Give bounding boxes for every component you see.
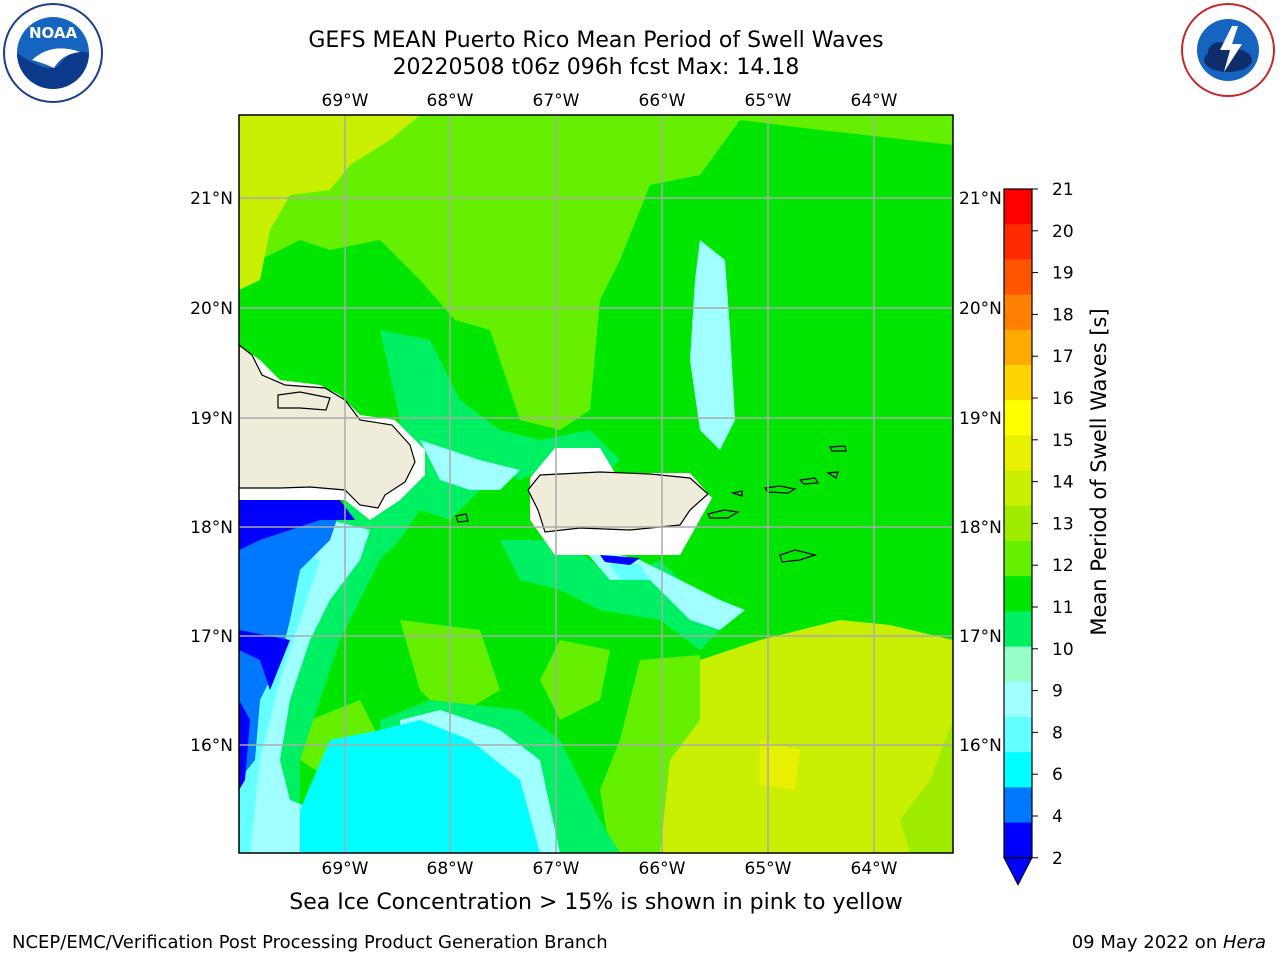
lat-label: 21°N [190, 189, 233, 209]
colorbar-tick-label: 8 [1052, 723, 1063, 743]
lat-label: 16°N [959, 736, 1002, 756]
colorbar: 21 20 19 18 17 16 15 14 13 12 11 10 9 8 6 4 2 [1003, 180, 1074, 886]
footer-date: 09 May 2022 on Hera [1072, 932, 1266, 953]
colorbar-tick-label: 20 [1052, 222, 1074, 242]
colorbar-tick-label: 11 [1052, 598, 1074, 618]
colorbar-segment [1004, 646, 1032, 683]
colorbar-segment [1004, 435, 1032, 472]
lon-label: 67°W [533, 859, 580, 879]
land-areas [239, 344, 847, 563]
lat-labels-right: 21°N 20°N 19°N 18°N 17°N 16°N [959, 189, 1002, 756]
colorbar-tick-label: 4 [1052, 807, 1063, 827]
colorbar-segment [1004, 224, 1032, 260]
colorbar-segment [1004, 400, 1032, 436]
lon-label: 66°W [639, 91, 686, 111]
map-frame [238, 114, 954, 854]
lon-label: 66°W [639, 859, 686, 879]
lat-labels-left: 21°N 20°N 19°N 18°N 17°N 16°N [190, 189, 233, 756]
nws-logo [1180, 2, 1276, 98]
colorbar-segment [1004, 717, 1032, 753]
lat-label: 18°N [959, 518, 1002, 538]
svg-text:NOAA: NOAA [29, 24, 78, 42]
graticule [239, 115, 953, 853]
lon-label: 65°W [745, 859, 792, 879]
lon-label: 69°W [322, 91, 369, 111]
lon-label: 64°W [851, 91, 898, 111]
lat-label: 16°N [190, 736, 233, 756]
colorbar-segment [1004, 787, 1032, 824]
lat-label: 20°N [190, 299, 233, 319]
colorbar-tick-label: 2 [1052, 849, 1063, 869]
colorbar-tick-label: 12 [1052, 556, 1074, 576]
lon-label: 65°W [745, 91, 792, 111]
colorbar-extend-arrow [1003, 857, 1033, 886]
colorbar-tick-label: 9 [1052, 682, 1063, 702]
lon-label: 64°W [851, 859, 898, 879]
lat-label: 20°N [959, 299, 1002, 319]
colorbar-tick-label: 17 [1052, 347, 1074, 367]
colorbar-tick-label: 15 [1052, 431, 1074, 451]
sea-ice-note: Sea Ice Concentration > 15% is shown in … [289, 890, 903, 915]
lon-labels-top: 69°W 68°W 67°W 66°W 65°W 64°W [322, 91, 898, 111]
lon-labels-bottom: 69°W 68°W 67°W 66°W 65°W 64°W [322, 859, 898, 879]
colorbar-segment [1004, 541, 1032, 577]
colorbar-tick-label: 21 [1052, 180, 1074, 200]
lat-label: 19°N [190, 409, 233, 429]
footer-date-text: 09 May 2022 on [1071, 932, 1223, 953]
colorbar-segment [1004, 470, 1032, 507]
noaa-logo: NOAA [2, 2, 104, 104]
footer-credit: NCEP/EMC/Verification Post Processing Pr… [12, 932, 608, 953]
colorbar-tick-label: 13 [1052, 514, 1074, 534]
lon-label: 69°W [322, 859, 369, 879]
colorbar-segment [1004, 294, 1032, 331]
colorbar-tick-label: 18 [1052, 305, 1074, 325]
map-subtitle: 20220508 t06z 096h fcst Max: 14.18 [392, 55, 800, 80]
colorbar-segment [1004, 365, 1032, 401]
colorbar-title: Mean Period of Swell Waves [s] [1087, 308, 1111, 635]
colorbar-tick-label: 14 [1052, 473, 1074, 493]
colorbar-segment [1004, 329, 1032, 366]
colorbar-tick-label: 10 [1052, 640, 1074, 660]
colorbar-tick-label: 19 [1052, 264, 1074, 284]
lat-label: 21°N [959, 189, 1002, 209]
colorbar-segment [1004, 681, 1032, 718]
colorbar-segment [1004, 189, 1032, 225]
colorbar-tick-label: 16 [1052, 389, 1074, 409]
lon-label: 67°W [533, 91, 580, 111]
colorbar-segment [1004, 576, 1032, 612]
lat-label: 17°N [190, 627, 233, 647]
colorbar-segment [1004, 505, 1032, 542]
lat-label: 19°N [959, 409, 1002, 429]
colorbar-tick-label: 6 [1052, 765, 1063, 785]
map-title: GEFS MEAN Puerto Rico Mean Period of Swe… [308, 28, 884, 53]
colorbar-segment [1004, 611, 1032, 648]
lat-label: 18°N [190, 518, 233, 538]
colorbar-segment [1004, 822, 1032, 859]
footer-machine: Hera [1222, 932, 1266, 953]
colorbar-segment [1004, 259, 1032, 296]
colorbar-segment [1004, 752, 1032, 788]
lon-label: 68°W [427, 859, 474, 879]
lon-label: 68°W [427, 91, 474, 111]
lat-label: 17°N [959, 627, 1002, 647]
